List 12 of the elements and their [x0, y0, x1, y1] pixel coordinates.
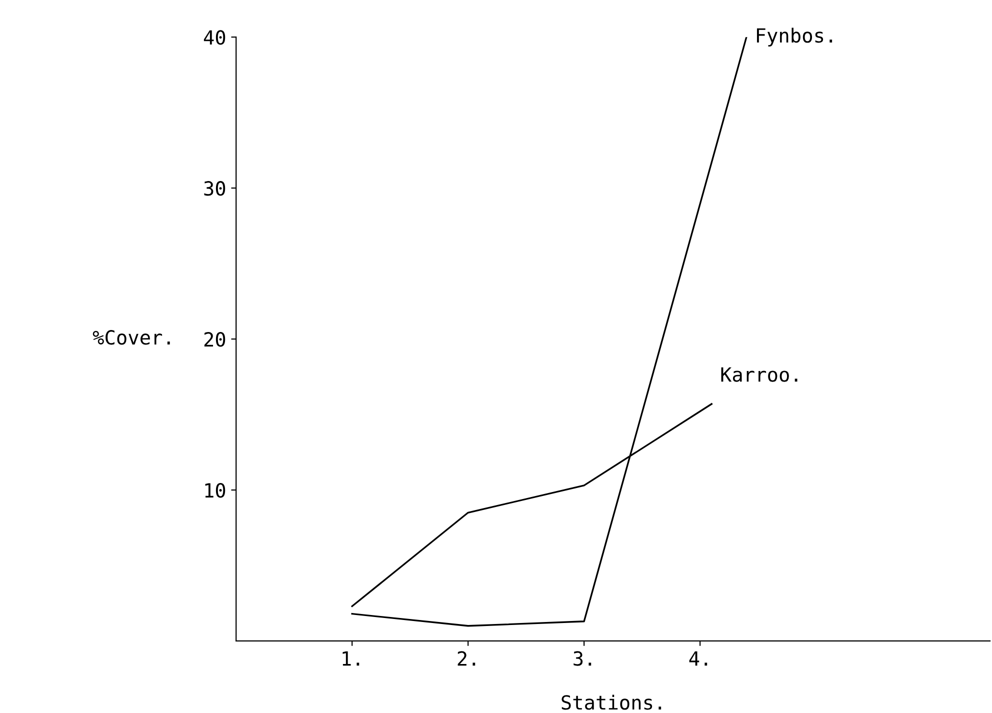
x-tick-label: 1. [342, 651, 360, 666]
y-axis-title: %Cover. [92, 330, 170, 345]
y-tick-label: 20 [204, 332, 226, 347]
x-tick-label: 4. [689, 651, 708, 666]
x-tick-label: 3. [574, 651, 592, 666]
x-axis-title: Stations. [562, 694, 662, 710]
series-label: Fynbos. [756, 28, 832, 47]
x-tick-label: 2. [458, 651, 476, 666]
y-tick-label: 40 [204, 30, 226, 45]
series-label: Karroo. [721, 367, 798, 382]
y-tick-label: 10 [205, 483, 226, 498]
y-tick-label: 30 [204, 181, 226, 196]
